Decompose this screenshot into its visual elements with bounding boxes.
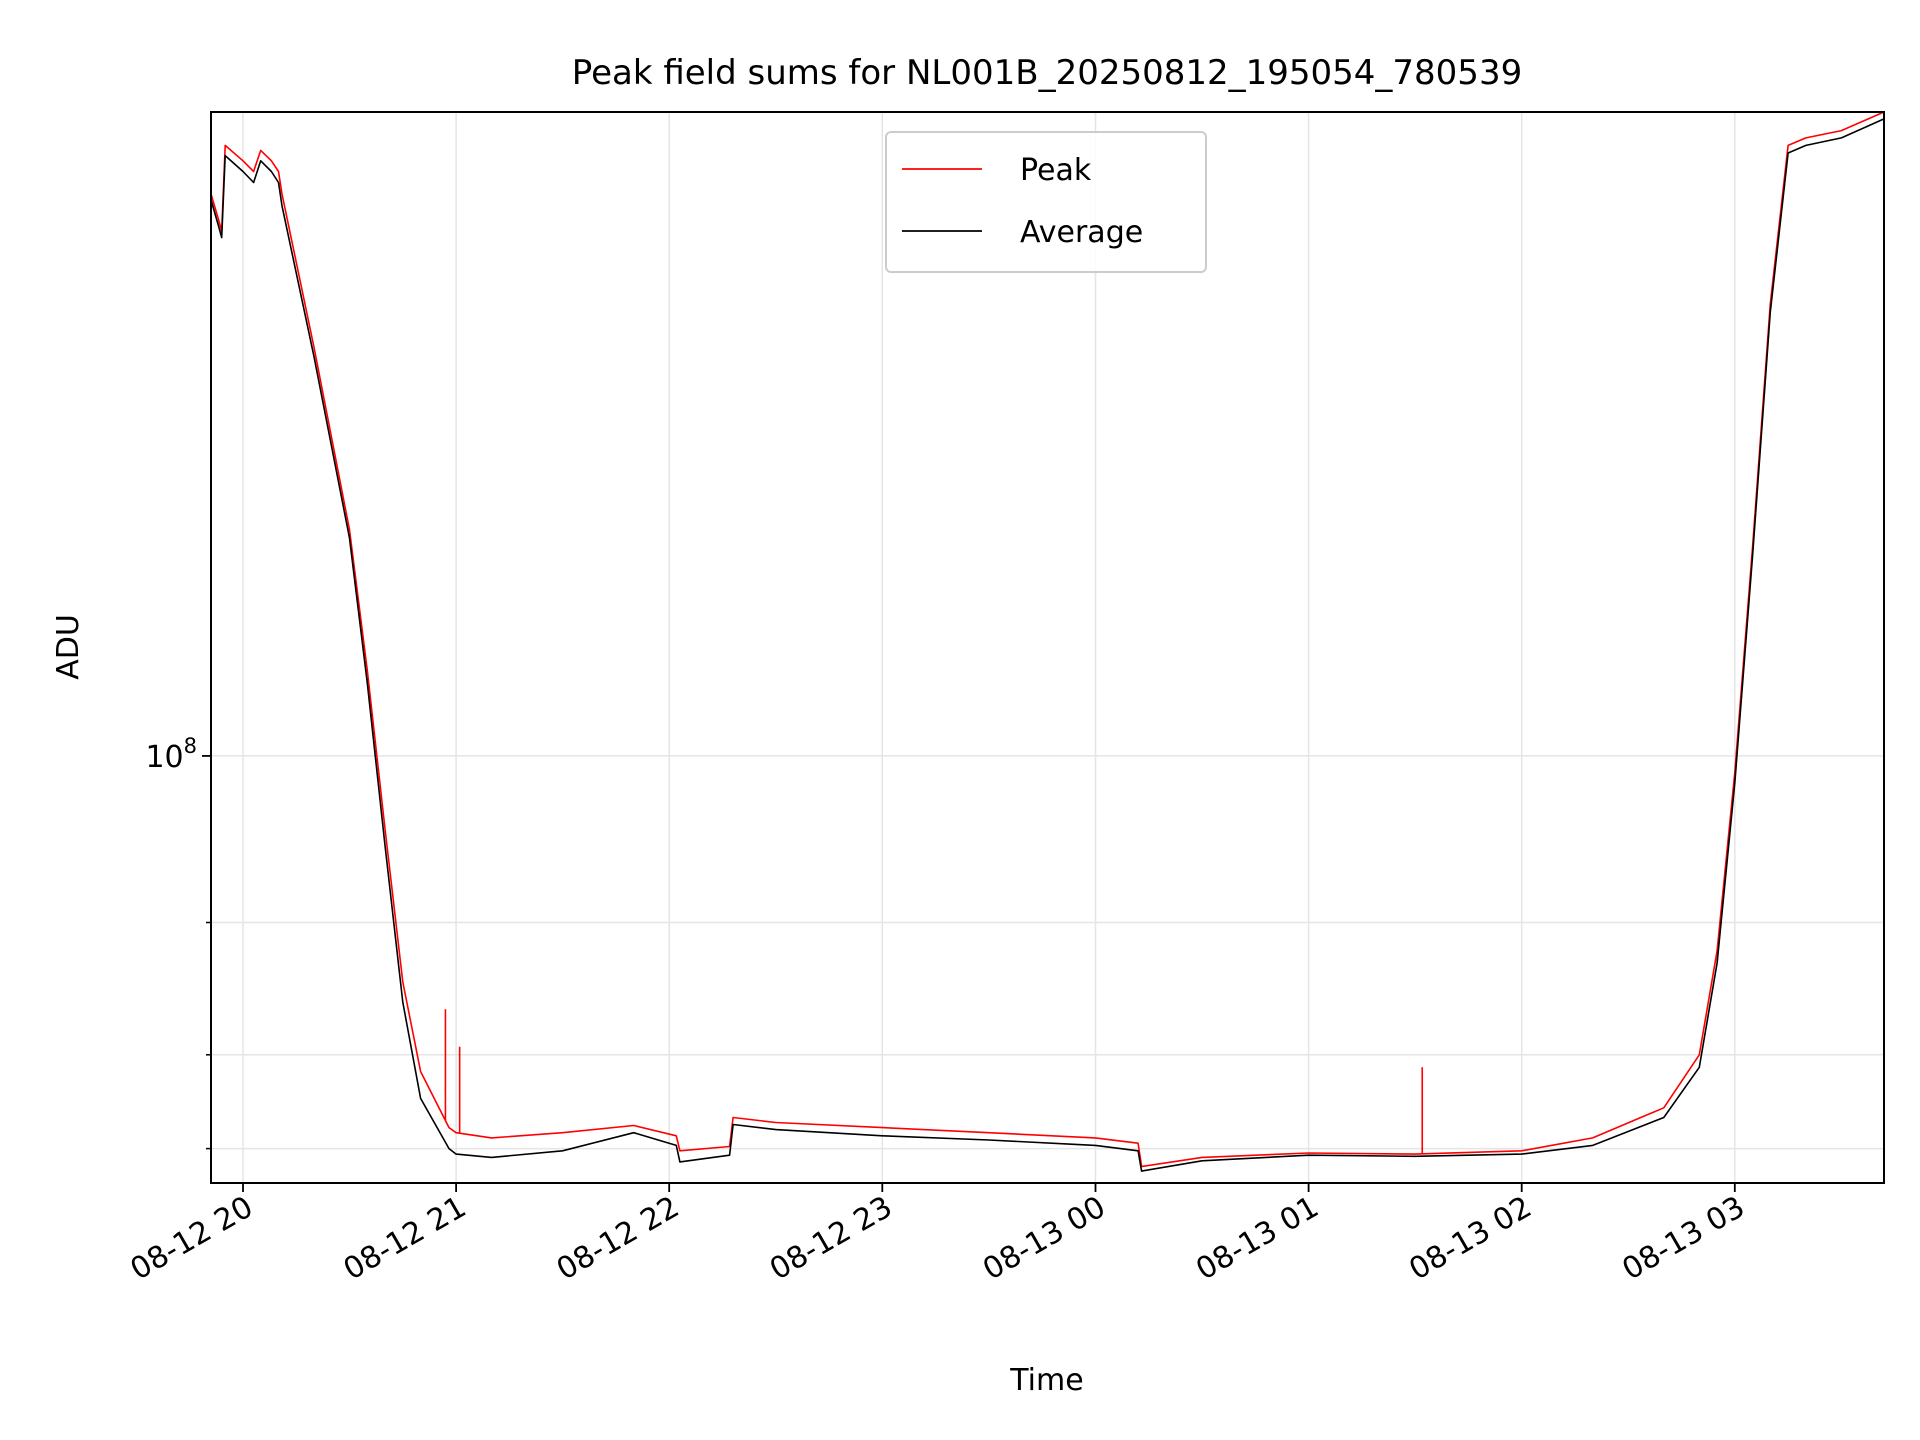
legend-label: Average xyxy=(1020,215,1143,250)
x-axis-label: Time xyxy=(1009,1363,1083,1398)
legend-box xyxy=(885,131,1207,273)
series-layer xyxy=(210,111,1885,1172)
legend-label: Peak xyxy=(1020,153,1092,188)
y-tick-exponent: 8 xyxy=(184,734,197,758)
y-axis-ticks: 108 xyxy=(145,734,211,1150)
legend: Peak Average xyxy=(885,131,1207,273)
y-axis-label: ADU xyxy=(51,614,86,680)
y-tick-label: 108 xyxy=(145,734,197,775)
grid-lines xyxy=(211,112,1884,1183)
series-line-average xyxy=(210,118,1885,1172)
plot-area-frame xyxy=(210,111,1885,1184)
series-line-peak xyxy=(210,111,1885,1168)
chart-title: Peak field sums for NL001B_20250812_1950… xyxy=(572,53,1522,93)
y-tick-base: 10 xyxy=(145,740,183,775)
